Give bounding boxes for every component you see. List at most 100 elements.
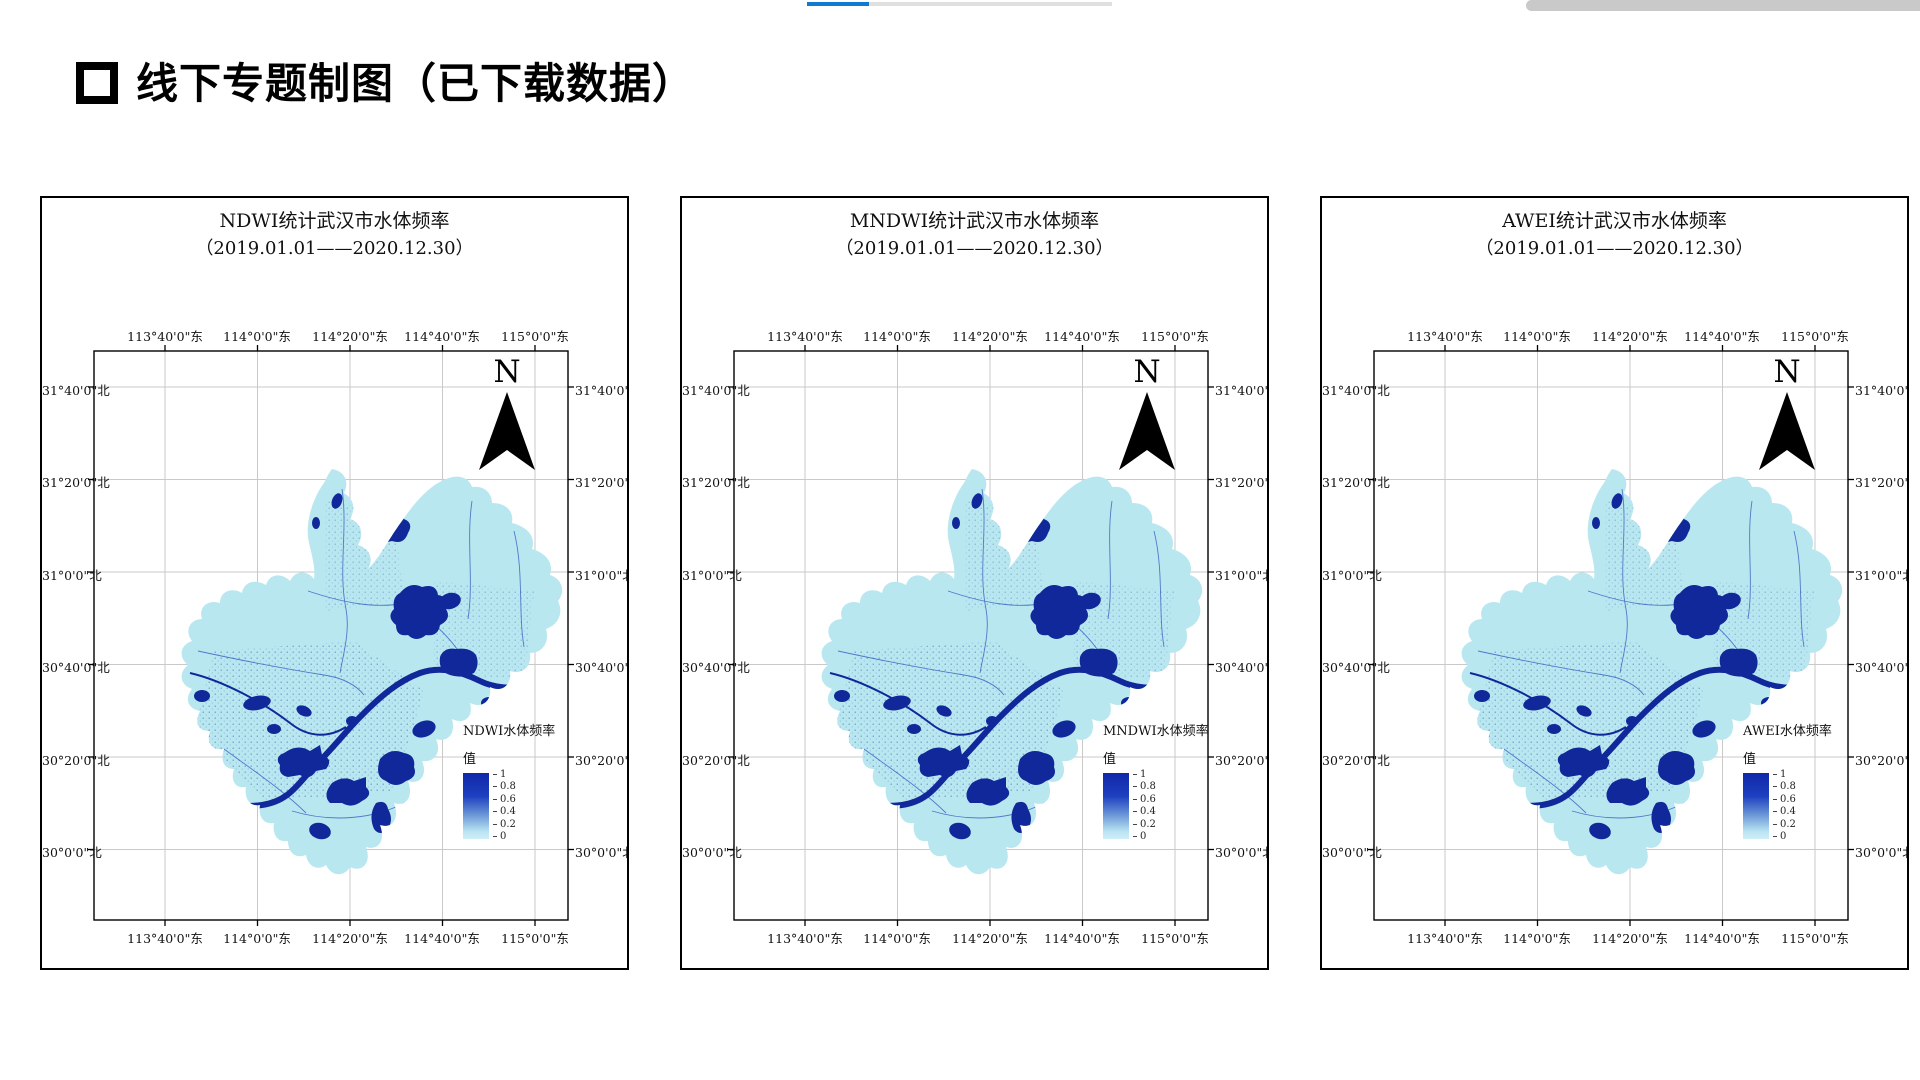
- x-tick-label: 114°20'0"东: [952, 931, 1028, 946]
- x-tick-label: 113°40'0"东: [1407, 329, 1483, 344]
- square-bullet-icon: [76, 61, 118, 104]
- legend-value: 0: [1773, 831, 1796, 842]
- legend-colorbar: [1743, 773, 1769, 839]
- legend-scale: 1 0.8 0.6 0.4 0.2 0: [493, 770, 516, 842]
- y-tick-label: 31°0'0"北: [1322, 568, 1382, 583]
- y-tick-label: 31°0'0"北: [1215, 568, 1269, 583]
- map-subtitle: （2019.01.01——2020.12.30）: [1475, 238, 1754, 259]
- y-tick-label: 31°0'0"北: [682, 568, 742, 583]
- legend-value: 0.8: [493, 782, 516, 792]
- legend-colorbar: [463, 773, 489, 839]
- slide-title: 线下专题制图（已下载数据）: [136, 60, 696, 107]
- legend-title: AWEI水体频率: [1743, 724, 1832, 739]
- y-tick-label: 30°20'0"北: [575, 753, 627, 768]
- legend-colorbar: [1103, 773, 1129, 839]
- y-tick-label: 30°0'0"北: [42, 845, 102, 860]
- y-tick-label: 30°20'0"北: [1215, 753, 1267, 768]
- x-tick-label: 114°40'0"东: [1684, 931, 1760, 946]
- map-title: NDWI统计武汉市水体频率: [219, 210, 450, 232]
- legend-value-label: 值: [1103, 752, 1117, 767]
- y-tick-label: 31°20'0"北: [1855, 475, 1907, 490]
- map-panel-mndwi: MNDWI统计武汉市水体频率 （2019.01.01——2020.12.30） …: [680, 196, 1269, 970]
- map-subtitle: （2019.01.01——2020.12.30）: [195, 238, 474, 259]
- x-tick-label: 114°0'0"东: [223, 329, 291, 344]
- y-tick-label: 30°40'0"北: [1322, 660, 1390, 675]
- window-corner-bar: [1526, 0, 1920, 11]
- y-tick-label: 31°20'0"北: [682, 475, 750, 490]
- legend-value: 0.8: [1773, 782, 1796, 792]
- top-progress-track: [869, 2, 1112, 6]
- legend-title: NDWI水体频率: [463, 724, 556, 739]
- legend-value: 0.6: [1773, 794, 1796, 805]
- x-tick-label: 113°40'0"东: [767, 931, 843, 946]
- y-tick-label: 31°0'0"北: [575, 568, 629, 583]
- legend: NDWI水体频率 值 1 0.8 0.6 0.4 0.2 0: [463, 720, 593, 842]
- north-letter: N: [493, 354, 521, 390]
- north-letter: N: [1133, 354, 1161, 390]
- y-tick-label: 31°40'0"北: [42, 383, 110, 398]
- y-tick-label: 30°20'0"北: [42, 753, 110, 768]
- x-tick-label: 114°0'0"东: [1503, 329, 1571, 344]
- legend-scale: 1 0.8 0.6 0.4 0.2 0: [1773, 770, 1796, 842]
- north-arrow-icon: [1759, 392, 1815, 470]
- legend-value: 1: [1133, 770, 1156, 780]
- y-tick-label: 31°0'0"北: [1855, 568, 1909, 583]
- map-panel-awei: AWEI统计武汉市水体频率 （2019.01.01——2020.12.30） 1…: [1320, 196, 1909, 970]
- map-panel-ndwi: NDWI统计武汉市水体频率 （2019.01.01——2020.12.30） 1…: [40, 196, 629, 970]
- top-progress-accent: [807, 2, 869, 6]
- y-tick-label: 31°40'0"北: [575, 383, 627, 398]
- y-tick-label: 30°40'0"北: [682, 660, 750, 675]
- x-tick-label: 114°0'0"东: [223, 931, 291, 946]
- x-tick-label: 113°40'0"东: [767, 329, 843, 344]
- x-tick-label: 113°40'0"东: [127, 329, 203, 344]
- y-tick-label: 30°40'0"北: [575, 660, 627, 675]
- x-tick-label: 115°0'0"东: [501, 329, 569, 344]
- x-tick-label: 113°40'0"东: [1407, 931, 1483, 946]
- y-tick-label: 30°0'0"北: [1215, 845, 1269, 860]
- legend-value: 0: [1133, 831, 1156, 842]
- legend-value: 0.6: [493, 794, 516, 805]
- x-tick-label: 114°20'0"东: [312, 931, 388, 946]
- legend-value: 0: [493, 831, 516, 842]
- x-tick-label: 115°0'0"东: [1781, 329, 1849, 344]
- x-tick-label: 114°40'0"东: [1044, 931, 1120, 946]
- x-tick-label: 113°40'0"东: [127, 931, 203, 946]
- y-tick-label: 31°40'0"北: [1855, 383, 1907, 398]
- slide-title-row: 线下专题制图（已下载数据）: [76, 50, 695, 111]
- legend-value: 0.2: [493, 819, 516, 830]
- map-title: AWEI统计武汉市水体频率: [1502, 210, 1727, 232]
- legend: MNDWI水体频率 值 1 0.8 0.6 0.4 0.2 0: [1103, 720, 1233, 842]
- y-tick-label: 30°0'0"北: [682, 845, 742, 860]
- legend: AWEI水体频率 值 1 0.8 0.6 0.4 0.2 0: [1743, 720, 1873, 842]
- x-tick-label: 114°20'0"东: [952, 329, 1028, 344]
- y-tick-label: 31°20'0"北: [575, 475, 627, 490]
- legend-value: 0.2: [1133, 819, 1156, 830]
- legend-value: 0.2: [1773, 819, 1796, 830]
- north-arrow-icon: [1119, 392, 1175, 470]
- x-tick-label: 114°20'0"东: [1592, 931, 1668, 946]
- y-tick-label: 30°20'0"北: [682, 753, 750, 768]
- x-tick-label: 115°0'0"东: [1781, 931, 1849, 946]
- y-tick-label: 30°20'0"北: [1322, 753, 1390, 768]
- y-tick-label: 30°0'0"北: [1855, 845, 1909, 860]
- y-tick-label: 31°20'0"北: [1215, 475, 1267, 490]
- x-tick-label: 114°40'0"东: [1684, 329, 1760, 344]
- y-tick-label: 30°0'0"北: [1322, 845, 1382, 860]
- map-subtitle: （2019.01.01——2020.12.30）: [835, 238, 1114, 259]
- y-tick-label: 31°0'0"北: [42, 568, 102, 583]
- y-tick-label: 31°40'0"北: [1322, 383, 1390, 398]
- x-tick-label: 115°0'0"东: [1141, 329, 1209, 344]
- y-tick-label: 31°40'0"北: [1215, 383, 1267, 398]
- x-tick-label: 114°0'0"东: [863, 931, 931, 946]
- y-tick-label: 31°20'0"北: [42, 475, 110, 490]
- legend-value-label: 值: [463, 752, 477, 767]
- legend-value: 0.4: [1773, 807, 1796, 817]
- legend-value-label: 值: [1743, 752, 1757, 767]
- legend-title: MNDWI水体频率: [1103, 724, 1209, 739]
- x-tick-label: 114°20'0"东: [1592, 329, 1668, 344]
- x-tick-label: 114°0'0"东: [863, 329, 931, 344]
- north-arrow-icon: [479, 392, 535, 470]
- legend-value: 0.8: [1133, 782, 1156, 792]
- legend-value: 0.4: [1133, 807, 1156, 817]
- legend-value: 0.6: [1133, 794, 1156, 805]
